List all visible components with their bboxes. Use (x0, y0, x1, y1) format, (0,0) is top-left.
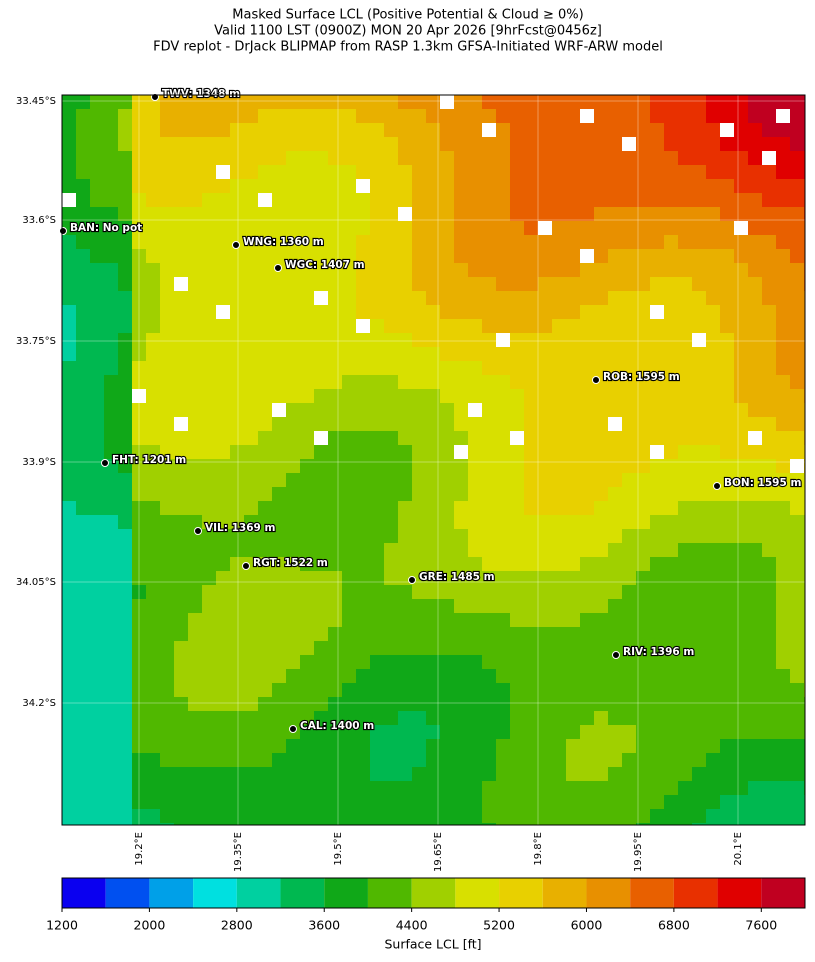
colorbar-tick-label: 1200 (46, 918, 78, 933)
lcl-field (62, 95, 805, 825)
lat-label: 33.9°S (22, 457, 56, 468)
field-band (482, 95, 805, 291)
station-label: FHT: 1201 m (112, 454, 186, 466)
colorbar-segment (499, 878, 543, 908)
colorbar-segment (673, 878, 718, 908)
colorbar-tick-label: 6000 (571, 918, 603, 933)
colorbar-tick-label: 6800 (658, 918, 690, 933)
colorbar-segment (542, 878, 587, 908)
station-label: CAL: 1400 m (300, 720, 374, 732)
colorbar-segment (630, 878, 674, 908)
masked-area (62, 95, 804, 473)
lon-label: 19.8°E (533, 832, 544, 866)
station-dot (59, 227, 67, 235)
station-label: RIV: 1396 m (623, 646, 694, 658)
field-band (160, 95, 805, 445)
lon-label: 19.35°E (233, 832, 244, 872)
station-label: VIL: 1369 m (205, 522, 275, 534)
station-dot (592, 376, 600, 384)
colorbar-segment (105, 878, 150, 908)
map-overlay: 33.45°S 33.6°S 33.75°S 33.9°S 34.05°S 34.2°S 1… (16, 87, 805, 872)
field-band (398, 95, 805, 403)
lon-label: 20.1°E (733, 832, 744, 866)
colorbar-segment (280, 878, 325, 908)
station-dot (232, 241, 240, 249)
lat-label: 33.45°S (16, 96, 56, 107)
field-band (132, 95, 805, 515)
title-line: Masked Surface LCL (Positive Potential &… (232, 8, 583, 23)
lat-label: 34.05°S (16, 577, 56, 588)
lat-label: 33.75°S (16, 336, 56, 347)
station-dot (713, 482, 721, 490)
field-band (650, 95, 805, 221)
station-dot (101, 459, 109, 467)
colorbar-tick-label: 2000 (134, 918, 166, 933)
lon-label: 19.5°E (333, 832, 344, 866)
colorbar-segment (761, 878, 805, 908)
lat-label: 34.2°S (22, 698, 56, 709)
colorbar-segment (586, 878, 631, 908)
lat-label: 33.6°S (22, 215, 56, 226)
colorbar-tick-label: 4400 (396, 918, 428, 933)
station-label: BAN: No pot (70, 222, 142, 234)
map-frame (61, 94, 806, 826)
colorbar-label: Surface LCL [ft] (384, 937, 481, 952)
station-label: BON: 1595 m (724, 477, 801, 489)
title-line: Valid 1100 LST (0900Z) MON 20 Apr 2026 [… (214, 24, 602, 39)
station-label: ROB: 1595 m (603, 371, 680, 383)
colorbar-tick-label: 3600 (308, 918, 340, 933)
colorbar-frame (61, 877, 806, 909)
field-band (62, 95, 805, 825)
station-dot (242, 562, 250, 570)
station-dot (274, 264, 282, 272)
colorbar-tick-label: 7600 (745, 918, 777, 933)
field-band (706, 95, 805, 179)
colorbar-segment (367, 878, 412, 908)
station-label: RGT: 1522 m (253, 557, 328, 569)
title-line: FDV replot - DrJack BLIPMAP from RASP 1.… (153, 40, 663, 55)
station-dot (408, 576, 416, 584)
colorbar-segment (411, 878, 456, 908)
colorbar-segment (149, 878, 194, 908)
station-label: WGC: 1407 m (285, 259, 365, 271)
station-label: WNG: 1360 m (243, 236, 324, 248)
lon-label: 19.65°E (433, 832, 444, 872)
colorbar-segment (193, 878, 237, 908)
colorbar-tick-label: 5200 (483, 918, 515, 933)
colorbar-segment (455, 878, 500, 908)
colorbar-segment (717, 878, 762, 908)
field-band (62, 305, 132, 825)
station-label: TWV: 1348 m (162, 88, 240, 100)
station-dot (612, 651, 620, 659)
lon-label: 19.95°E (633, 832, 644, 872)
field-band (76, 95, 805, 825)
lon-label: 19.2°E (134, 832, 145, 866)
station-dot (194, 527, 202, 535)
colorbar-segment (324, 878, 368, 908)
colorbar-tick-label: 2800 (221, 918, 253, 933)
colorbar-segment (236, 878, 281, 908)
station-label: GRE: 1485 m (419, 571, 495, 583)
colorbar-segment (62, 878, 106, 908)
station-dot (289, 725, 297, 733)
